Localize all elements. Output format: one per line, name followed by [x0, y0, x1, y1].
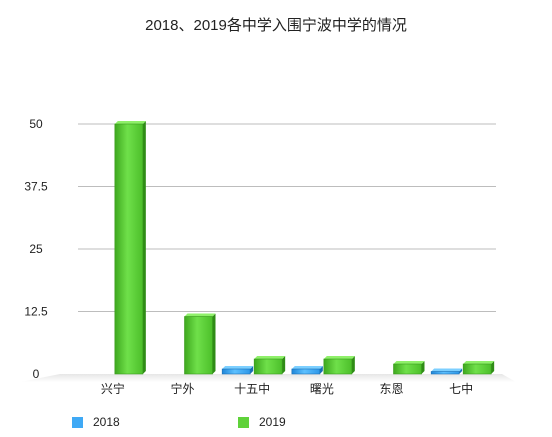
bar-2019-宁外 [184, 313, 216, 375]
chart-floor [20, 374, 516, 382]
legend-swatch-2019 [238, 416, 249, 428]
bar-front [323, 358, 353, 375]
bar-front [184, 316, 213, 375]
y-tick-label: 0 [33, 367, 40, 381]
bar-side [250, 366, 254, 374]
x-tick-label: 曙光 [310, 382, 334, 396]
bar-side [491, 361, 495, 374]
bar-front [114, 123, 144, 375]
bar-2018-七中 [430, 368, 463, 375]
x-tick-label: 十五中 [234, 381, 270, 396]
bar-top [222, 366, 254, 369]
bar-2019-东恩 [393, 361, 425, 375]
bar-front [462, 363, 492, 375]
bar-2019-十五中 [253, 356, 286, 375]
bar-front [393, 363, 422, 375]
bar-2018-十五中 [221, 366, 254, 375]
bar-2019-曙光 [323, 356, 355, 375]
x-tick-label: 七中 [449, 381, 473, 396]
bar-side [282, 356, 286, 374]
legend-label-2019: 2019 [259, 415, 286, 429]
bar-2019-七中 [462, 361, 495, 375]
bar-top [114, 121, 146, 124]
bar-front [291, 368, 321, 375]
bar-front [430, 371, 460, 375]
x-tick-label: 宁外 [170, 381, 194, 396]
x-tick-label: 兴宁 [101, 381, 125, 396]
bar-top [463, 361, 495, 364]
bar-side [351, 356, 355, 374]
y-tick-label: 50 [29, 117, 43, 131]
y-tick-label: 12.5 [24, 305, 48, 319]
bar-top [431, 368, 463, 372]
legend-item-2019: 2019 [238, 413, 286, 431]
bar-top [323, 356, 355, 359]
bar-top [254, 356, 286, 359]
bar-top [291, 366, 323, 369]
legend-label-2018: 2018 [93, 415, 120, 429]
bar-side [142, 121, 146, 374]
x-tick-label: 东恩 [379, 382, 403, 396]
bar-front [221, 368, 251, 375]
bar-2018-曙光 [291, 366, 323, 375]
bar-side [212, 313, 216, 374]
bar-front [253, 358, 283, 375]
bar-top [184, 313, 216, 317]
chart-title: 2018、2019各中学入围宁波中学的情况 [145, 17, 407, 34]
legend-item-2018: 2018 [72, 413, 120, 431]
bar-top [393, 361, 425, 364]
y-tick-label: 37.5 [24, 180, 48, 194]
bar-side [319, 366, 323, 374]
legend-swatch-2018 [72, 416, 83, 428]
y-tick-label: 25 [29, 242, 43, 256]
bar-2019-兴宁 [114, 121, 146, 375]
bar-side [459, 368, 463, 374]
bar-side [421, 361, 425, 374]
